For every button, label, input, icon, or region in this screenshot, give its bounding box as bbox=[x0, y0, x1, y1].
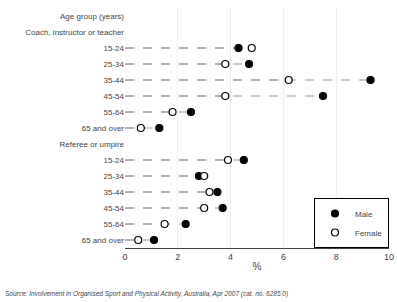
svg-text:6: 6 bbox=[281, 252, 286, 262]
svg-text:65 and over: 65 and over bbox=[82, 236, 125, 245]
svg-text:55-64: 55-64 bbox=[104, 220, 125, 229]
svg-text:35-44: 35-44 bbox=[104, 188, 125, 197]
svg-text:45-54: 45-54 bbox=[104, 92, 125, 101]
svg-text:55-64: 55-64 bbox=[104, 108, 125, 117]
svg-text:25-34: 25-34 bbox=[104, 60, 125, 69]
svg-text:45-54: 45-54 bbox=[104, 204, 125, 213]
svg-text:Female: Female bbox=[355, 229, 382, 238]
svg-text:Source: Involvement in Organis: Source: Involvement in Organised Sport a… bbox=[5, 290, 288, 298]
svg-text:Age group (years): Age group (years) bbox=[60, 12, 124, 21]
svg-text:%: % bbox=[253, 261, 262, 272]
svg-text:65 and over: 65 and over bbox=[82, 124, 125, 133]
svg-text:25-34: 25-34 bbox=[104, 172, 125, 181]
svg-text:Male: Male bbox=[355, 210, 373, 219]
svg-text:15-24: 15-24 bbox=[104, 156, 125, 165]
svg-text:35-44: 35-44 bbox=[104, 76, 125, 85]
svg-text:Coach, instructor or teacher: Coach, instructor or teacher bbox=[25, 28, 124, 37]
svg-text:0: 0 bbox=[122, 252, 127, 262]
svg-text:10: 10 bbox=[384, 252, 394, 262]
svg-text:Referee or umpire: Referee or umpire bbox=[60, 140, 125, 149]
svg-text:8: 8 bbox=[334, 252, 339, 262]
svg-text:4: 4 bbox=[228, 252, 233, 262]
svg-text:2: 2 bbox=[175, 252, 180, 262]
svg-text:15-24: 15-24 bbox=[104, 44, 125, 53]
